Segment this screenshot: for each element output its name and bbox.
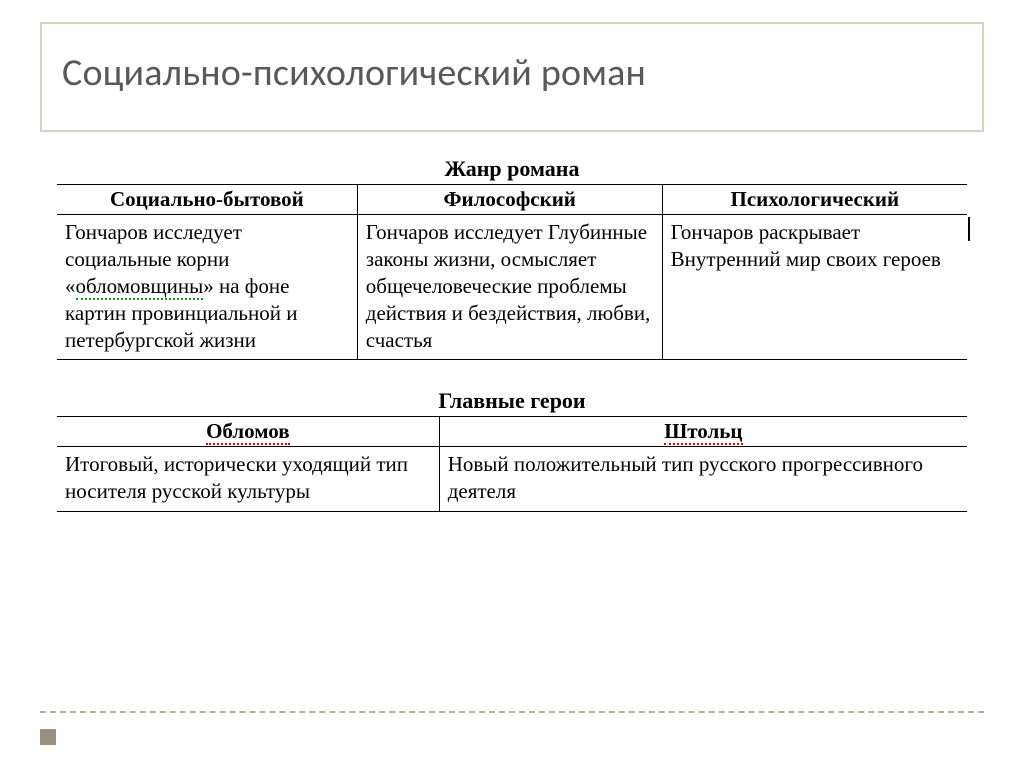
table1-caption: Жанр романа <box>40 156 984 182</box>
title-container: Социально-психологический роман <box>40 22 984 132</box>
text-cursor <box>968 217 970 241</box>
heroes-table: Обломов Штольц Итоговый, исторически ухо… <box>57 416 967 512</box>
footer-dashed-line <box>40 711 984 713</box>
cell-oblomov: Итоговый, исторически уходящий тип носит… <box>57 447 439 512</box>
footer-bullet-icon <box>40 729 56 745</box>
col-header-philosophical: Философский <box>357 185 662 215</box>
table2-caption: Главные герои <box>40 388 984 414</box>
cell-text: Гончаров раскрывает Внутренний мир своих… <box>671 220 941 271</box>
table-header-row: Обломов Штольц <box>57 417 967 447</box>
spellcheck-red-squiggle: Штольц <box>664 419 742 445</box>
table-header-row: Социально-бытовой Философский Психологич… <box>57 185 967 215</box>
slide-title: Социально-психологический роман <box>62 50 962 96</box>
table-row: Гончаров исследует социальные корни «обл… <box>57 215 967 360</box>
col-header-oblomov: Обломов <box>57 417 439 447</box>
col-header-stolz: Штольц <box>439 417 967 447</box>
col-header-social: Социально-бытовой <box>57 185 357 215</box>
cell-stolz: Новый положительный тип русского прогрес… <box>439 447 967 512</box>
cell-social: Гончаров исследует социальные корни «обл… <box>57 215 357 360</box>
cell-philosophical: Гончаров исследует Глубинные законы жизн… <box>357 215 662 360</box>
spellcheck-red-squiggle: Обломов <box>206 419 290 445</box>
spellcheck-green-squiggle: обломовщины <box>76 274 204 300</box>
genre-table: Социально-бытовой Философский Психологич… <box>57 184 967 360</box>
cell-psychological: Гончаров раскрывает Внутренний мир своих… <box>662 215 967 360</box>
table-row: Итоговый, исторически уходящий тип носит… <box>57 447 967 512</box>
col-header-psychological: Психологический <box>662 185 967 215</box>
